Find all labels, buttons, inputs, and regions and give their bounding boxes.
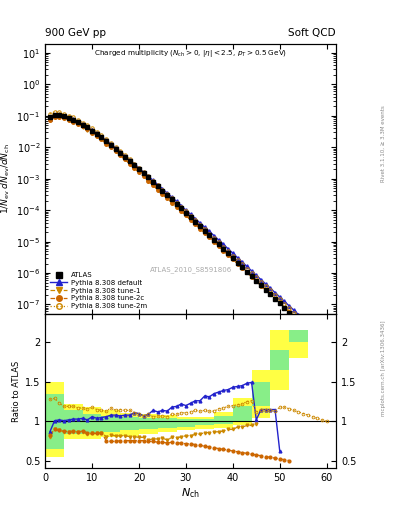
Text: mcplots.cern.ch [arXiv:1306.3436]: mcplots.cern.ch [arXiv:1306.3436] [381, 321, 386, 416]
X-axis label: $N_{\rm ch}$: $N_{\rm ch}$ [181, 486, 200, 500]
Legend: ATLAS, Pythia 8.308 default, Pythia 8.308 tune-1, Pythia 8.308 tune-2c, Pythia 8: ATLAS, Pythia 8.308 default, Pythia 8.30… [49, 271, 149, 310]
Text: Rivet 3.1.10, ≥ 3.3M events: Rivet 3.1.10, ≥ 3.3M events [381, 105, 386, 182]
Y-axis label: Ratio to ATLAS: Ratio to ATLAS [12, 360, 21, 422]
Text: ATLAS_2010_S8591806: ATLAS_2010_S8591806 [149, 267, 232, 273]
Text: Charged multiplicity ($N_{\rm ch}>0,\,|\eta|<2.5,\,p_T>0.5$ GeV): Charged multiplicity ($N_{\rm ch}>0,\,|\… [94, 48, 287, 58]
Text: Soft QCD: Soft QCD [288, 28, 336, 38]
Text: 900 GeV pp: 900 GeV pp [45, 28, 106, 38]
Y-axis label: $1/N_{\rm ev}\; dN_{\rm ev}/dN_{\rm ch}$: $1/N_{\rm ev}\; dN_{\rm ev}/dN_{\rm ch}$ [0, 143, 12, 214]
